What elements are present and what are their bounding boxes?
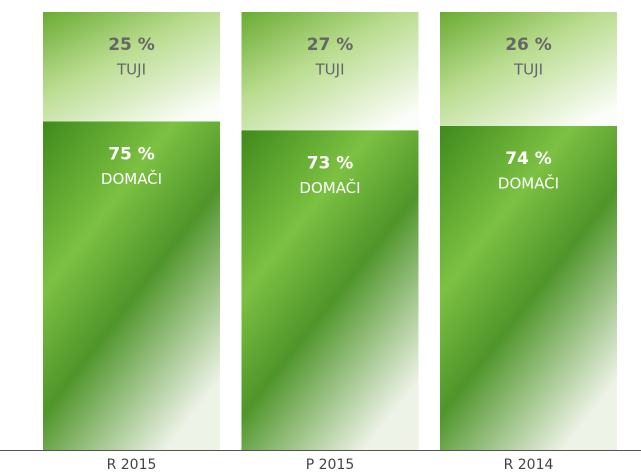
x-tick-label: R 2014 <box>504 457 554 473</box>
segment-name: TUJI <box>315 61 345 79</box>
x-tick-label: R 2015 <box>107 457 157 473</box>
segment-name: TUJI <box>116 61 146 79</box>
value-label: 73 % <box>307 153 354 173</box>
value-label: 74 % <box>505 149 552 169</box>
x-tick-label: P 2015 <box>306 457 355 473</box>
bar-segment <box>440 125 617 450</box>
value-label: 26 % <box>505 35 552 55</box>
bar-segment <box>241 130 419 450</box>
segment-name: DOMAČI <box>299 178 360 197</box>
segment-name: DOMAČI <box>101 169 162 188</box>
segment-name: DOMAČI <box>498 173 559 192</box>
bar-segment <box>43 12 220 122</box>
bar-segment <box>241 12 419 131</box>
bar-segment <box>43 121 220 450</box>
value-label: 25 % <box>108 35 155 55</box>
value-label: 75 % <box>108 145 155 165</box>
bar-segment <box>440 12 617 126</box>
value-label: 27 % <box>307 35 354 55</box>
segment-name: TUJI <box>513 61 543 79</box>
